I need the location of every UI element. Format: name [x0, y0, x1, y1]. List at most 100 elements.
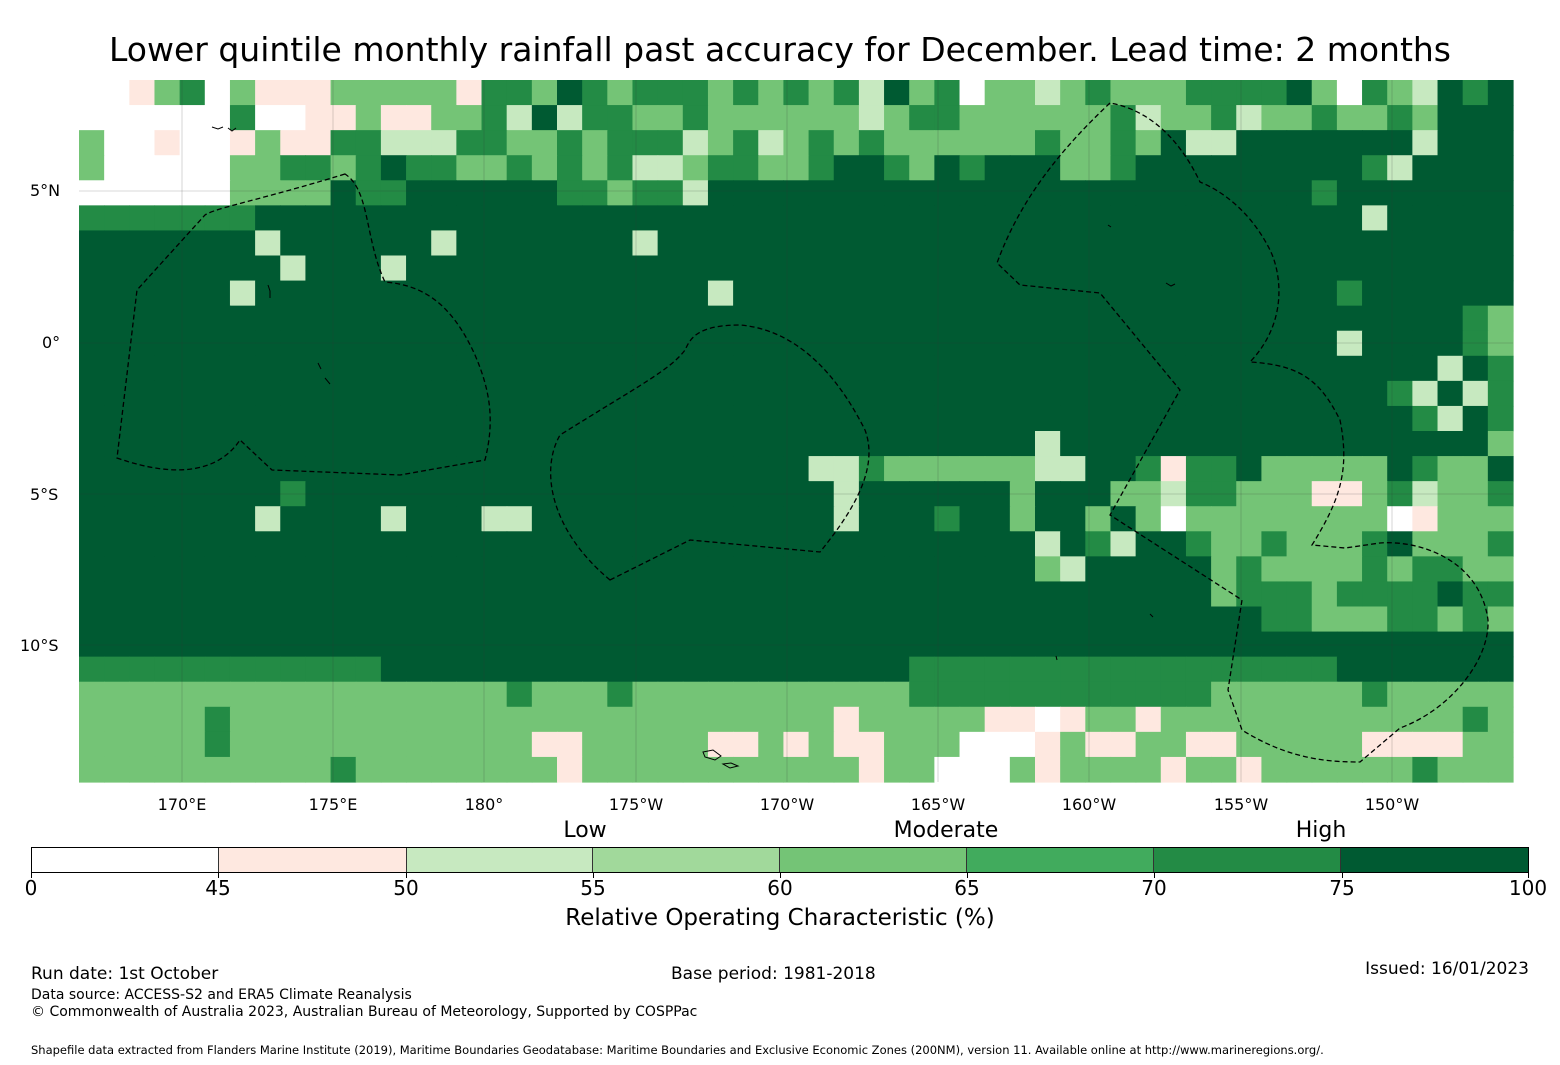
grid-cell — [380, 556, 407, 583]
grid-cell — [959, 405, 986, 432]
grid-cell — [758, 606, 785, 633]
grid-cell — [707, 656, 734, 683]
grid-cell — [682, 581, 709, 608]
grid-cell — [884, 531, 910, 557]
grid-cell — [682, 456, 709, 482]
island-outline — [1055, 655, 1058, 661]
grid-cell — [154, 355, 181, 382]
grid-cell — [1286, 180, 1313, 206]
grid-cell — [1387, 431, 1413, 457]
grid-cell — [154, 506, 181, 532]
grid-cell — [1412, 631, 1439, 658]
grid-cell — [632, 506, 659, 532]
category-label-moderate: Moderate — [893, 818, 999, 843]
grid-cell — [280, 305, 307, 332]
grid-cell — [431, 280, 457, 307]
grid-cell — [1362, 155, 1388, 181]
grid-cell — [1261, 305, 1288, 332]
grid-cell — [1060, 456, 1086, 482]
grid-cell — [255, 581, 281, 608]
grid-cell — [632, 656, 659, 683]
grid-cell — [934, 105, 961, 131]
grid-cell — [682, 681, 709, 708]
grid-cell — [1462, 155, 1489, 181]
grid-cell — [104, 130, 130, 156]
grid-cell — [330, 130, 357, 156]
grid-cell — [1236, 380, 1263, 407]
grid-cell — [280, 756, 307, 783]
grid-cell — [1009, 330, 1036, 357]
grid-cell — [783, 431, 810, 457]
grid-cell — [280, 606, 307, 633]
grid-cell — [431, 481, 457, 507]
grid-cell — [1135, 80, 1162, 106]
grid-cell — [959, 656, 986, 683]
grid-cell — [1185, 581, 1212, 608]
grid-cell — [1286, 431, 1313, 457]
grid-cell — [1261, 130, 1288, 156]
grid-cell — [959, 230, 986, 257]
grid-cell — [833, 556, 860, 583]
grid-cell — [607, 481, 634, 507]
grid-cell — [456, 656, 483, 683]
grid-cell — [229, 431, 256, 457]
grid-cell — [582, 506, 608, 532]
grid-cell — [783, 305, 810, 332]
grid-cell — [1462, 105, 1489, 131]
grid-cell — [707, 456, 734, 482]
grid-cell — [607, 681, 634, 708]
grid-cell — [1185, 330, 1212, 357]
grid-cell — [506, 531, 533, 557]
grid-cell — [1261, 481, 1288, 507]
grid-cell — [1462, 80, 1489, 106]
grid-cell — [1135, 506, 1162, 532]
grid-cell — [481, 431, 508, 457]
grid-cell — [1135, 581, 1162, 608]
grid-cell — [632, 305, 659, 332]
grid-cell — [1286, 155, 1313, 181]
grid-cell — [1060, 481, 1086, 507]
grid-cell — [1135, 431, 1162, 457]
grid-cell — [1035, 405, 1061, 432]
grid-cell — [1236, 756, 1263, 783]
grid-cell — [783, 330, 810, 357]
grid-cell — [833, 731, 860, 758]
grid-cell — [1336, 230, 1363, 257]
grid-cell — [707, 230, 734, 257]
grid-cell — [959, 380, 986, 407]
grid-cell — [380, 305, 407, 332]
grid-cell — [607, 506, 634, 532]
grid-cell — [1009, 581, 1036, 608]
grid-cell — [1160, 531, 1187, 557]
grid-cell — [682, 706, 709, 733]
grid-cell — [632, 556, 659, 583]
grid-cell — [833, 456, 860, 482]
rainfall-accuracy-map — [79, 80, 1514, 783]
grid-cell — [1336, 456, 1363, 482]
grid-cell — [1462, 355, 1489, 382]
grid-cell — [1135, 531, 1162, 557]
grid-cell — [909, 130, 935, 156]
grid-cell — [707, 280, 734, 307]
grid-cell — [1412, 756, 1439, 783]
grid-cell — [1110, 255, 1137, 282]
grid-cell — [1236, 230, 1263, 257]
grid-cell — [1412, 155, 1439, 181]
grid-cell — [1185, 130, 1212, 156]
grid-cell — [1412, 731, 1439, 758]
grid-cell — [79, 305, 105, 332]
grid-cell — [431, 556, 457, 583]
grid-cell — [1412, 581, 1439, 608]
grid-cell — [1487, 581, 1514, 608]
grid-cell — [1236, 531, 1263, 557]
grid-cell — [833, 80, 860, 106]
grid-cell — [984, 631, 1011, 658]
grid-cell — [1236, 280, 1263, 307]
grid-cell — [607, 405, 634, 432]
grid-cell — [1035, 731, 1061, 758]
grid-cell — [808, 255, 835, 282]
grid-cell — [406, 405, 432, 432]
grid-cell — [758, 280, 785, 307]
grid-cell — [1311, 155, 1338, 181]
grid-cell — [1286, 756, 1313, 783]
